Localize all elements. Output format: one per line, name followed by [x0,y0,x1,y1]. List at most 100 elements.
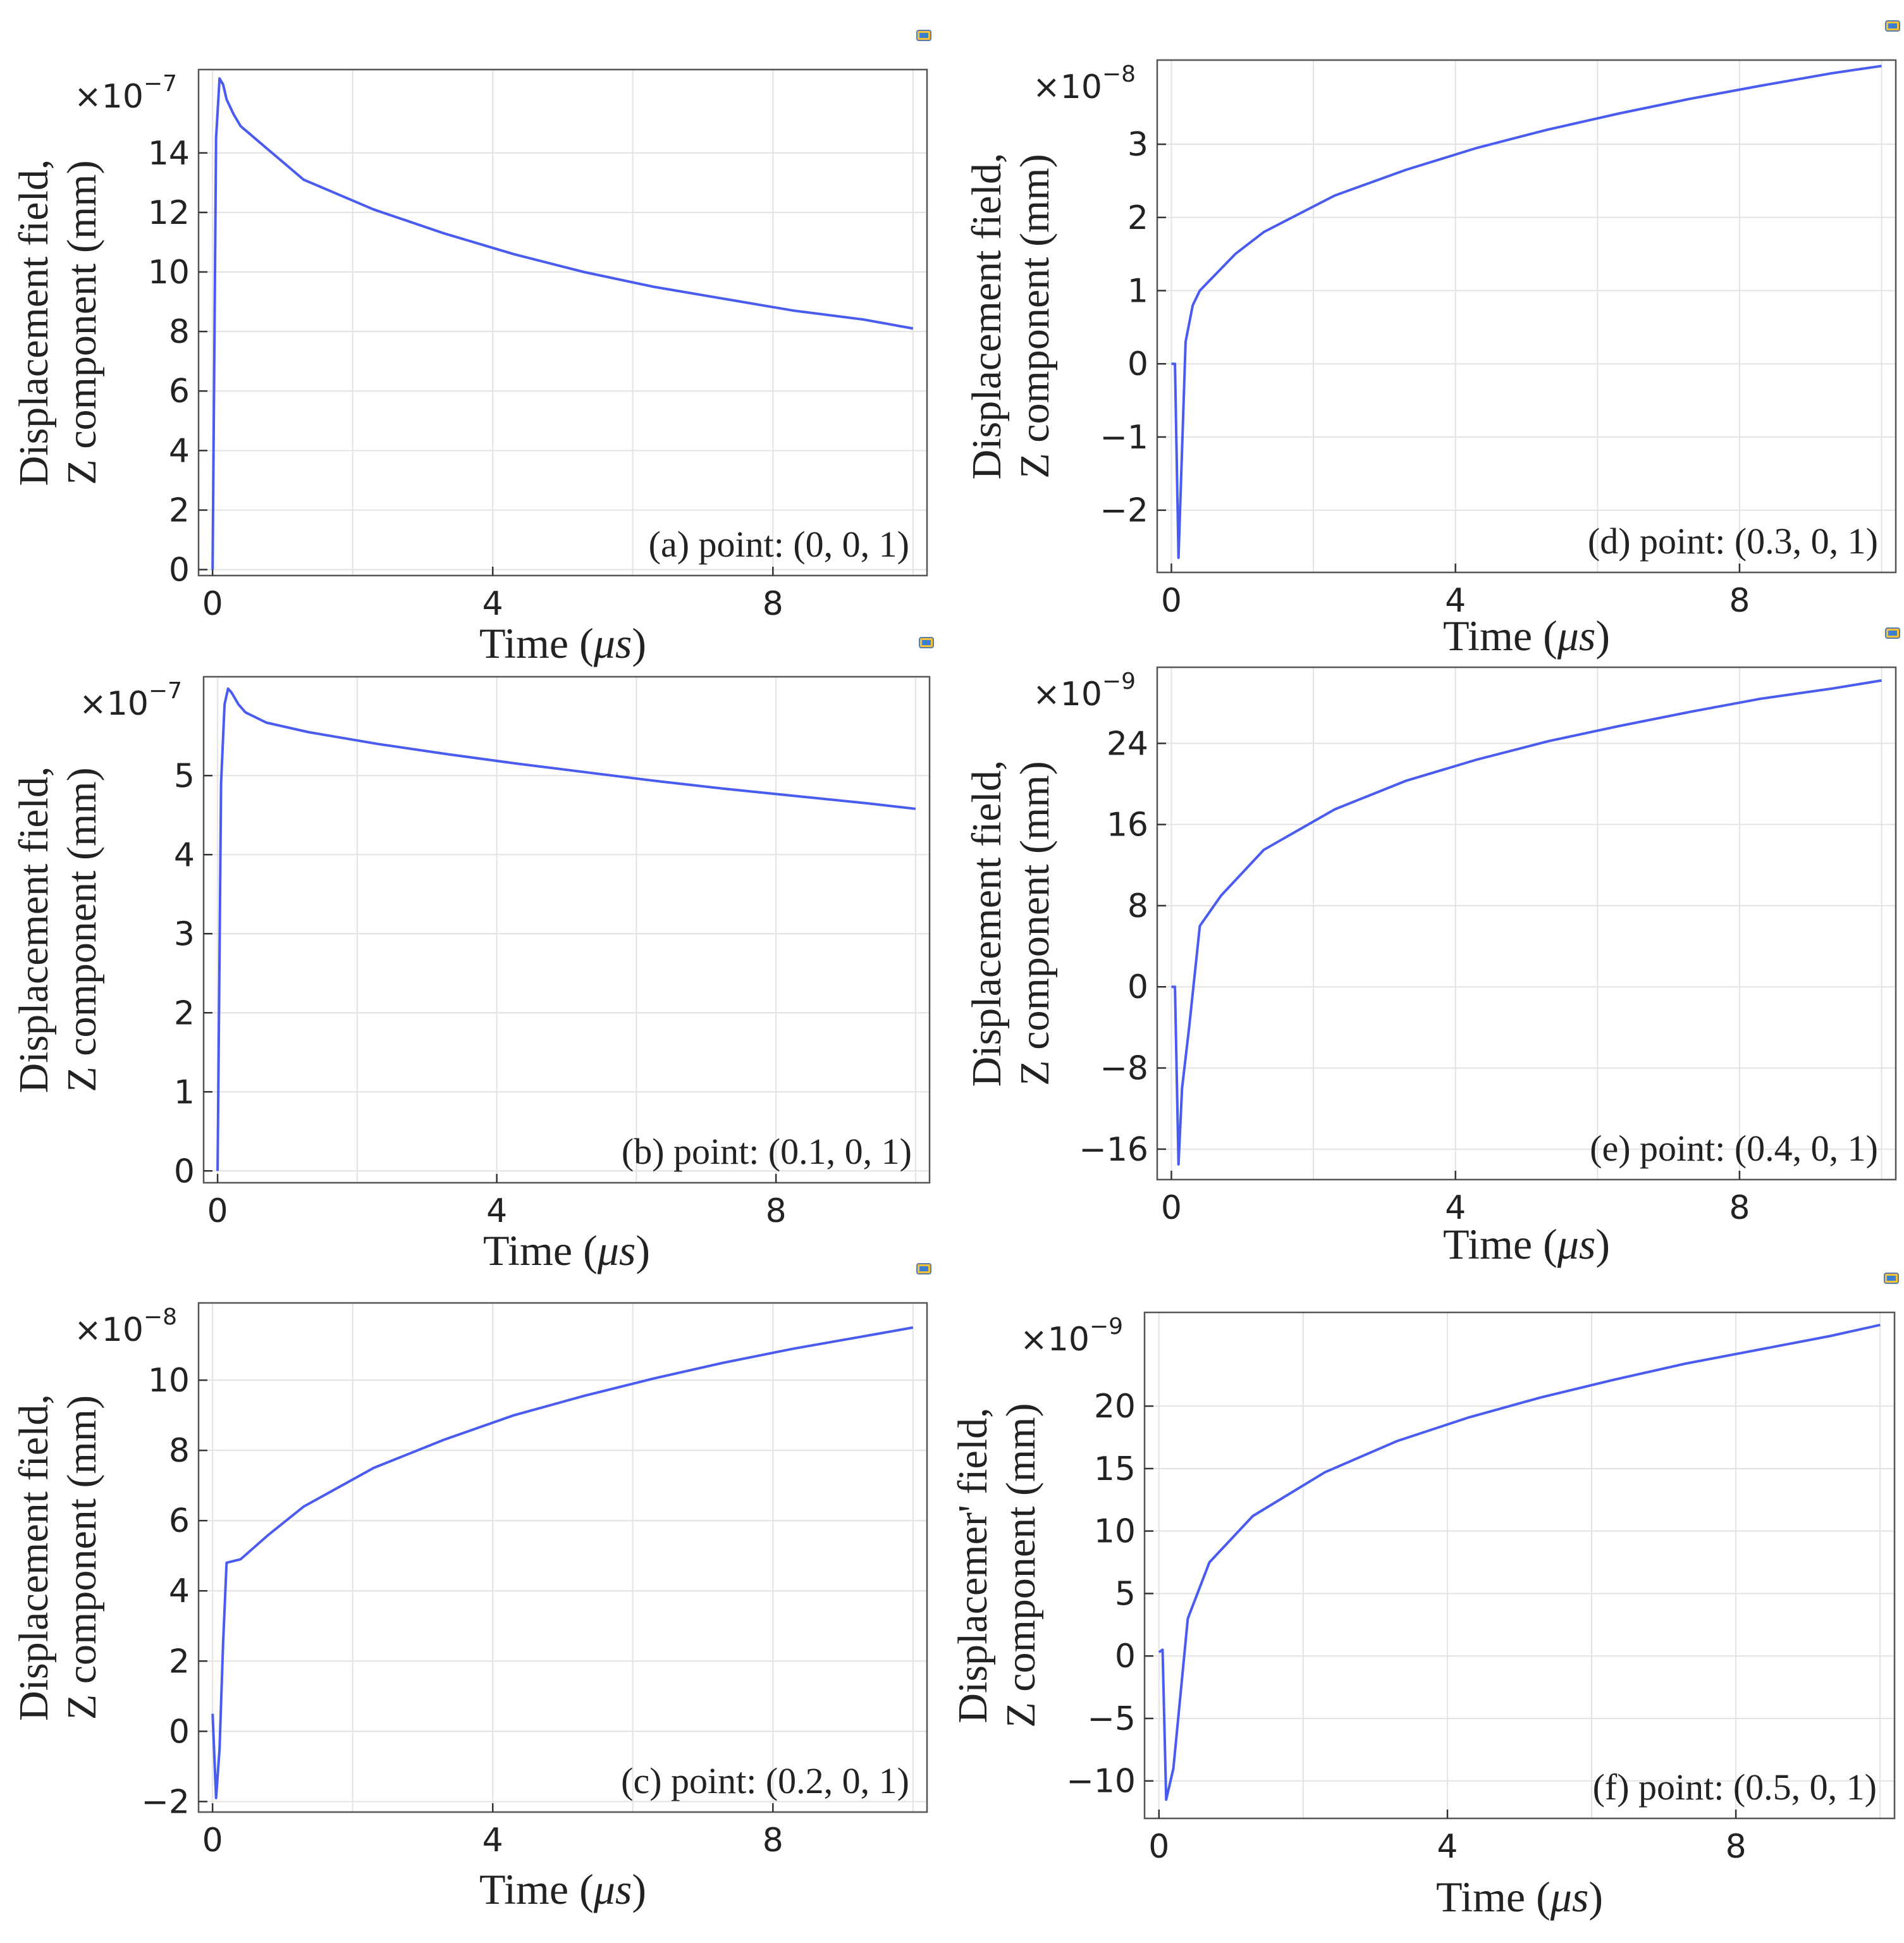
y-axis-label: Displacement field, Z component (mm) [11,1394,105,1721]
series-line-b [216,687,916,1171]
multiplier-base: ×10 [1033,675,1102,713]
y-axis-label: Displacement field, Z component (mm) [964,153,1058,480]
y-tick-label: −8 [1100,1050,1148,1088]
point-annotation: (e) point: (0.4, 0, 1) [1590,1128,1878,1169]
x-label-unit: μs [597,1226,636,1274]
multiplier-exponent: −8 [1102,61,1136,87]
x-tick-label: 8 [763,585,783,623]
y-multiplier: ×10−8 [1033,61,1136,106]
x-label-close: ) [1588,1873,1603,1921]
y-tick-label: 24 [1107,725,1148,763]
x-tick-label: 8 [1729,1189,1750,1227]
y-tick-label: 20 [1094,1388,1136,1426]
y-tick-label: 6 [169,1502,190,1540]
x-label-text: Time ( [1436,1873,1551,1921]
y-axis-label: Displacement field, Z component (mm) [964,760,1058,1087]
y-tick-label: −2 [141,1783,190,1821]
y-tick-label: 15 [1094,1450,1136,1488]
x-tick-label: 8 [766,1192,787,1230]
x-tick-label: 4 [482,585,503,623]
icon-screen [1888,23,1897,28]
x-label-text: Time ( [483,1226,598,1274]
y-tick-label: 5 [1115,1575,1136,1613]
icon-screen [1887,1276,1896,1281]
multiplier-exponent: −9 [1090,1314,1123,1340]
y-tick-label: 16 [1107,806,1148,844]
plot-frame [1156,666,1897,1181]
y-tick-label: −2 [1100,492,1148,530]
series-line-e [1171,679,1882,1166]
y-tick-label: −1 [1100,419,1148,457]
y-tick-label: 5 [174,757,195,795]
y-tick-label: 0 [169,552,190,589]
point-annotation: (f) point: (0.5, 0, 1) [1593,1767,1877,1808]
y-multiplier: ×10−7 [74,71,177,116]
y-tick-label: 2 [1127,199,1148,237]
x-label-close: ) [636,1226,650,1274]
y-tick-label: 2 [169,491,190,529]
x-label-unit: μs [1557,612,1596,660]
x-axis-label: Time (μs) [483,1226,650,1274]
x-label-unit: μs [593,619,632,667]
multiplier-base: ×10 [74,78,144,116]
plot-frame [197,1302,928,1813]
comsol-plot-icon [916,30,931,41]
x-label-text: Time ( [1443,612,1557,660]
x-label-close: ) [632,1865,646,1913]
x-label-text: Time ( [1443,1220,1557,1268]
y-label-line1: Displacement field, [964,760,1010,1087]
y-tick-label: 4 [169,432,190,470]
comsol-plot-icon [1885,627,1900,639]
series-line-d [1171,65,1882,559]
chart-panel-d: 0 4 8 −2 −1 0 1 2 3 ×10−8 (d) point: (0.3, 0, 1) Ti… [964,20,1900,660]
y-tick-label: 3 [1127,126,1148,164]
plot-frame [202,675,931,1184]
y-tick-label: 8 [169,313,190,351]
plot-frame [197,68,928,577]
point-annotation: (b) point: (0.1, 0, 1) [622,1131,912,1172]
y-label-line1: Displacement field, [11,159,57,486]
y-tick-label: 0 [1115,1638,1136,1675]
x-tick-label: 4 [482,1822,503,1860]
comsol-plot-icon [919,637,934,648]
x-tick-label: 4 [486,1192,507,1230]
x-tick-label: 8 [763,1822,783,1860]
y-label-line1: Displacement field, [964,153,1010,480]
y-tick-label: 4 [174,836,195,874]
y-axis-label: Displacement field, Z component (mm) [11,159,105,486]
y-tick-label: 1 [1127,273,1148,311]
icon-screen [919,1266,928,1271]
x-tick-label: 4 [1437,1828,1458,1866]
x-tick-label: 8 [1729,582,1750,620]
icon-screen [1888,631,1897,636]
multiplier-exponent: −7 [144,71,177,97]
multiplier-base: ×10 [79,685,149,723]
y-label-line2: Z component (mm) [998,1403,1044,1727]
series-line-f [1158,1323,1881,1801]
x-tick-label: 8 [1726,1828,1747,1866]
multiplier-base: ×10 [74,1311,144,1349]
plot-frame [1143,1311,1896,1820]
x-axis-label: Time (μs) [1436,1873,1603,1921]
y-tick-label: 10 [1094,1513,1136,1551]
y-multiplier: ×10−9 [1020,1314,1123,1359]
x-label-unit: μs [1550,1873,1589,1921]
y-tick-label: 1 [174,1073,195,1111]
chart-panel-b: 0 4 8 0 1 2 3 4 5 ×10−7 (b) point: (0.1, 0, 1) Time… [11,637,934,1274]
x-axis-label: Time (μs) [1443,1220,1610,1268]
x-label-close: ) [632,619,646,667]
x-label-text: Time ( [479,619,594,667]
x-tick-label: 4 [1445,1189,1466,1227]
y-tick-label: −10 [1066,1763,1136,1801]
x-tick-label: 0 [1161,1189,1182,1227]
y-multiplier: ×10−9 [1033,669,1136,713]
x-axis-label: Time (μs) [479,1865,646,1913]
y-tick-label: 2 [174,994,195,1032]
y-tick-label: 8 [1127,887,1148,925]
point-annotation: (c) point: (0.2, 0, 1) [621,1760,909,1801]
